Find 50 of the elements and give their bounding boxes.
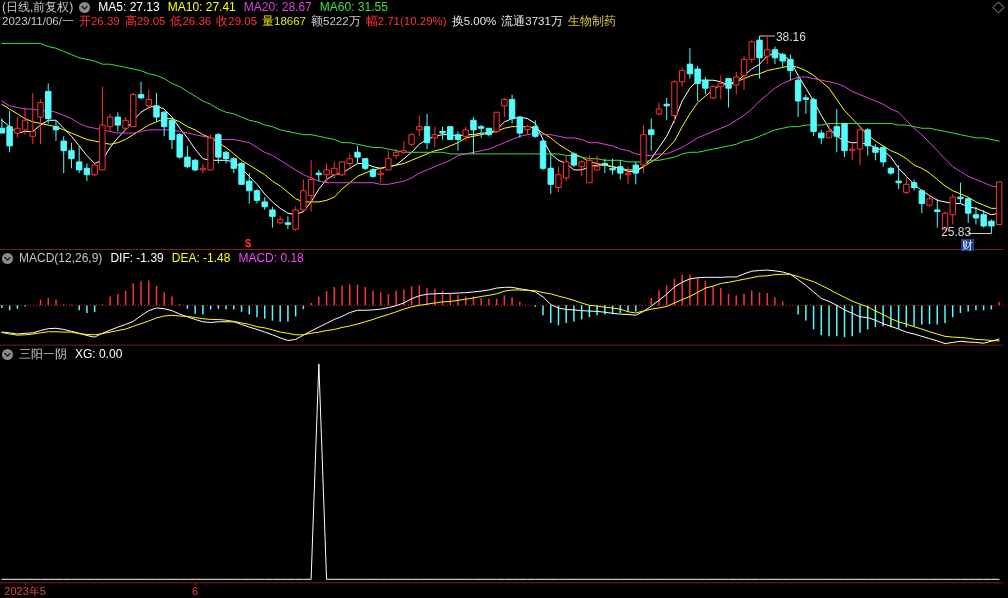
candlestick xyxy=(114,111,122,132)
chart-title: (日线,前复权) xyxy=(2,0,74,14)
candlestick xyxy=(416,114,423,137)
candlestick xyxy=(137,81,145,100)
text: DIF: -1.39 xyxy=(110,251,164,265)
candlestick xyxy=(145,89,152,110)
candlestick xyxy=(423,113,431,150)
annotation: 25.83 xyxy=(941,224,972,239)
candlestick xyxy=(733,71,740,96)
candlestick xyxy=(400,140,408,155)
candlestick xyxy=(284,215,292,230)
candlestick xyxy=(601,158,609,174)
candlestick xyxy=(725,78,732,108)
candlestick xyxy=(431,126,438,148)
candlestick xyxy=(918,188,926,214)
text: MACD: 0.18 xyxy=(238,251,304,265)
candlestick xyxy=(632,161,639,185)
text: $ xyxy=(245,237,252,249)
candlestick xyxy=(895,164,902,190)
candlestick xyxy=(37,98,44,145)
annotation: 38.16 xyxy=(775,30,807,44)
candlestick xyxy=(624,166,632,185)
candlestick xyxy=(756,35,763,80)
candlestick xyxy=(29,92,36,145)
candlestick xyxy=(655,102,663,116)
candlestick xyxy=(269,206,276,229)
candlestick xyxy=(493,111,500,134)
candlestick xyxy=(385,150,392,171)
candlestick xyxy=(910,179,918,192)
chart-title: MACD(12,26,9) xyxy=(19,251,103,265)
candlestick xyxy=(825,122,833,139)
text: DEA: -1.48 xyxy=(171,251,231,265)
chart-title: 三阳一阴 xyxy=(19,347,67,361)
candlestick xyxy=(52,119,60,142)
candlestick xyxy=(764,36,771,65)
text: MA20: 28.67 xyxy=(243,0,312,14)
candlestick xyxy=(864,127,871,156)
text: MA60: 31.55 xyxy=(319,0,388,14)
candlestick xyxy=(392,148,400,160)
candlestick xyxy=(648,118,655,152)
text: MA10: 27.41 xyxy=(167,0,236,14)
text: XG: 0.00 xyxy=(75,347,123,361)
candlestick xyxy=(501,97,508,118)
candlestick xyxy=(794,76,802,118)
x-tick-label: 2023年5 xyxy=(4,585,46,598)
text: 2023/11/06/一 开26.39 高29.05 低26.36 收29.05 量18667 额5222万 幅2.71(10.29%) 换5.00% 流通3731万 生物制药 xyxy=(2,15,616,27)
x-tick-label: 6 xyxy=(192,585,199,598)
text: 财 xyxy=(961,238,974,251)
text: MA5: 27.13 xyxy=(98,0,160,14)
candlestick xyxy=(934,198,941,229)
